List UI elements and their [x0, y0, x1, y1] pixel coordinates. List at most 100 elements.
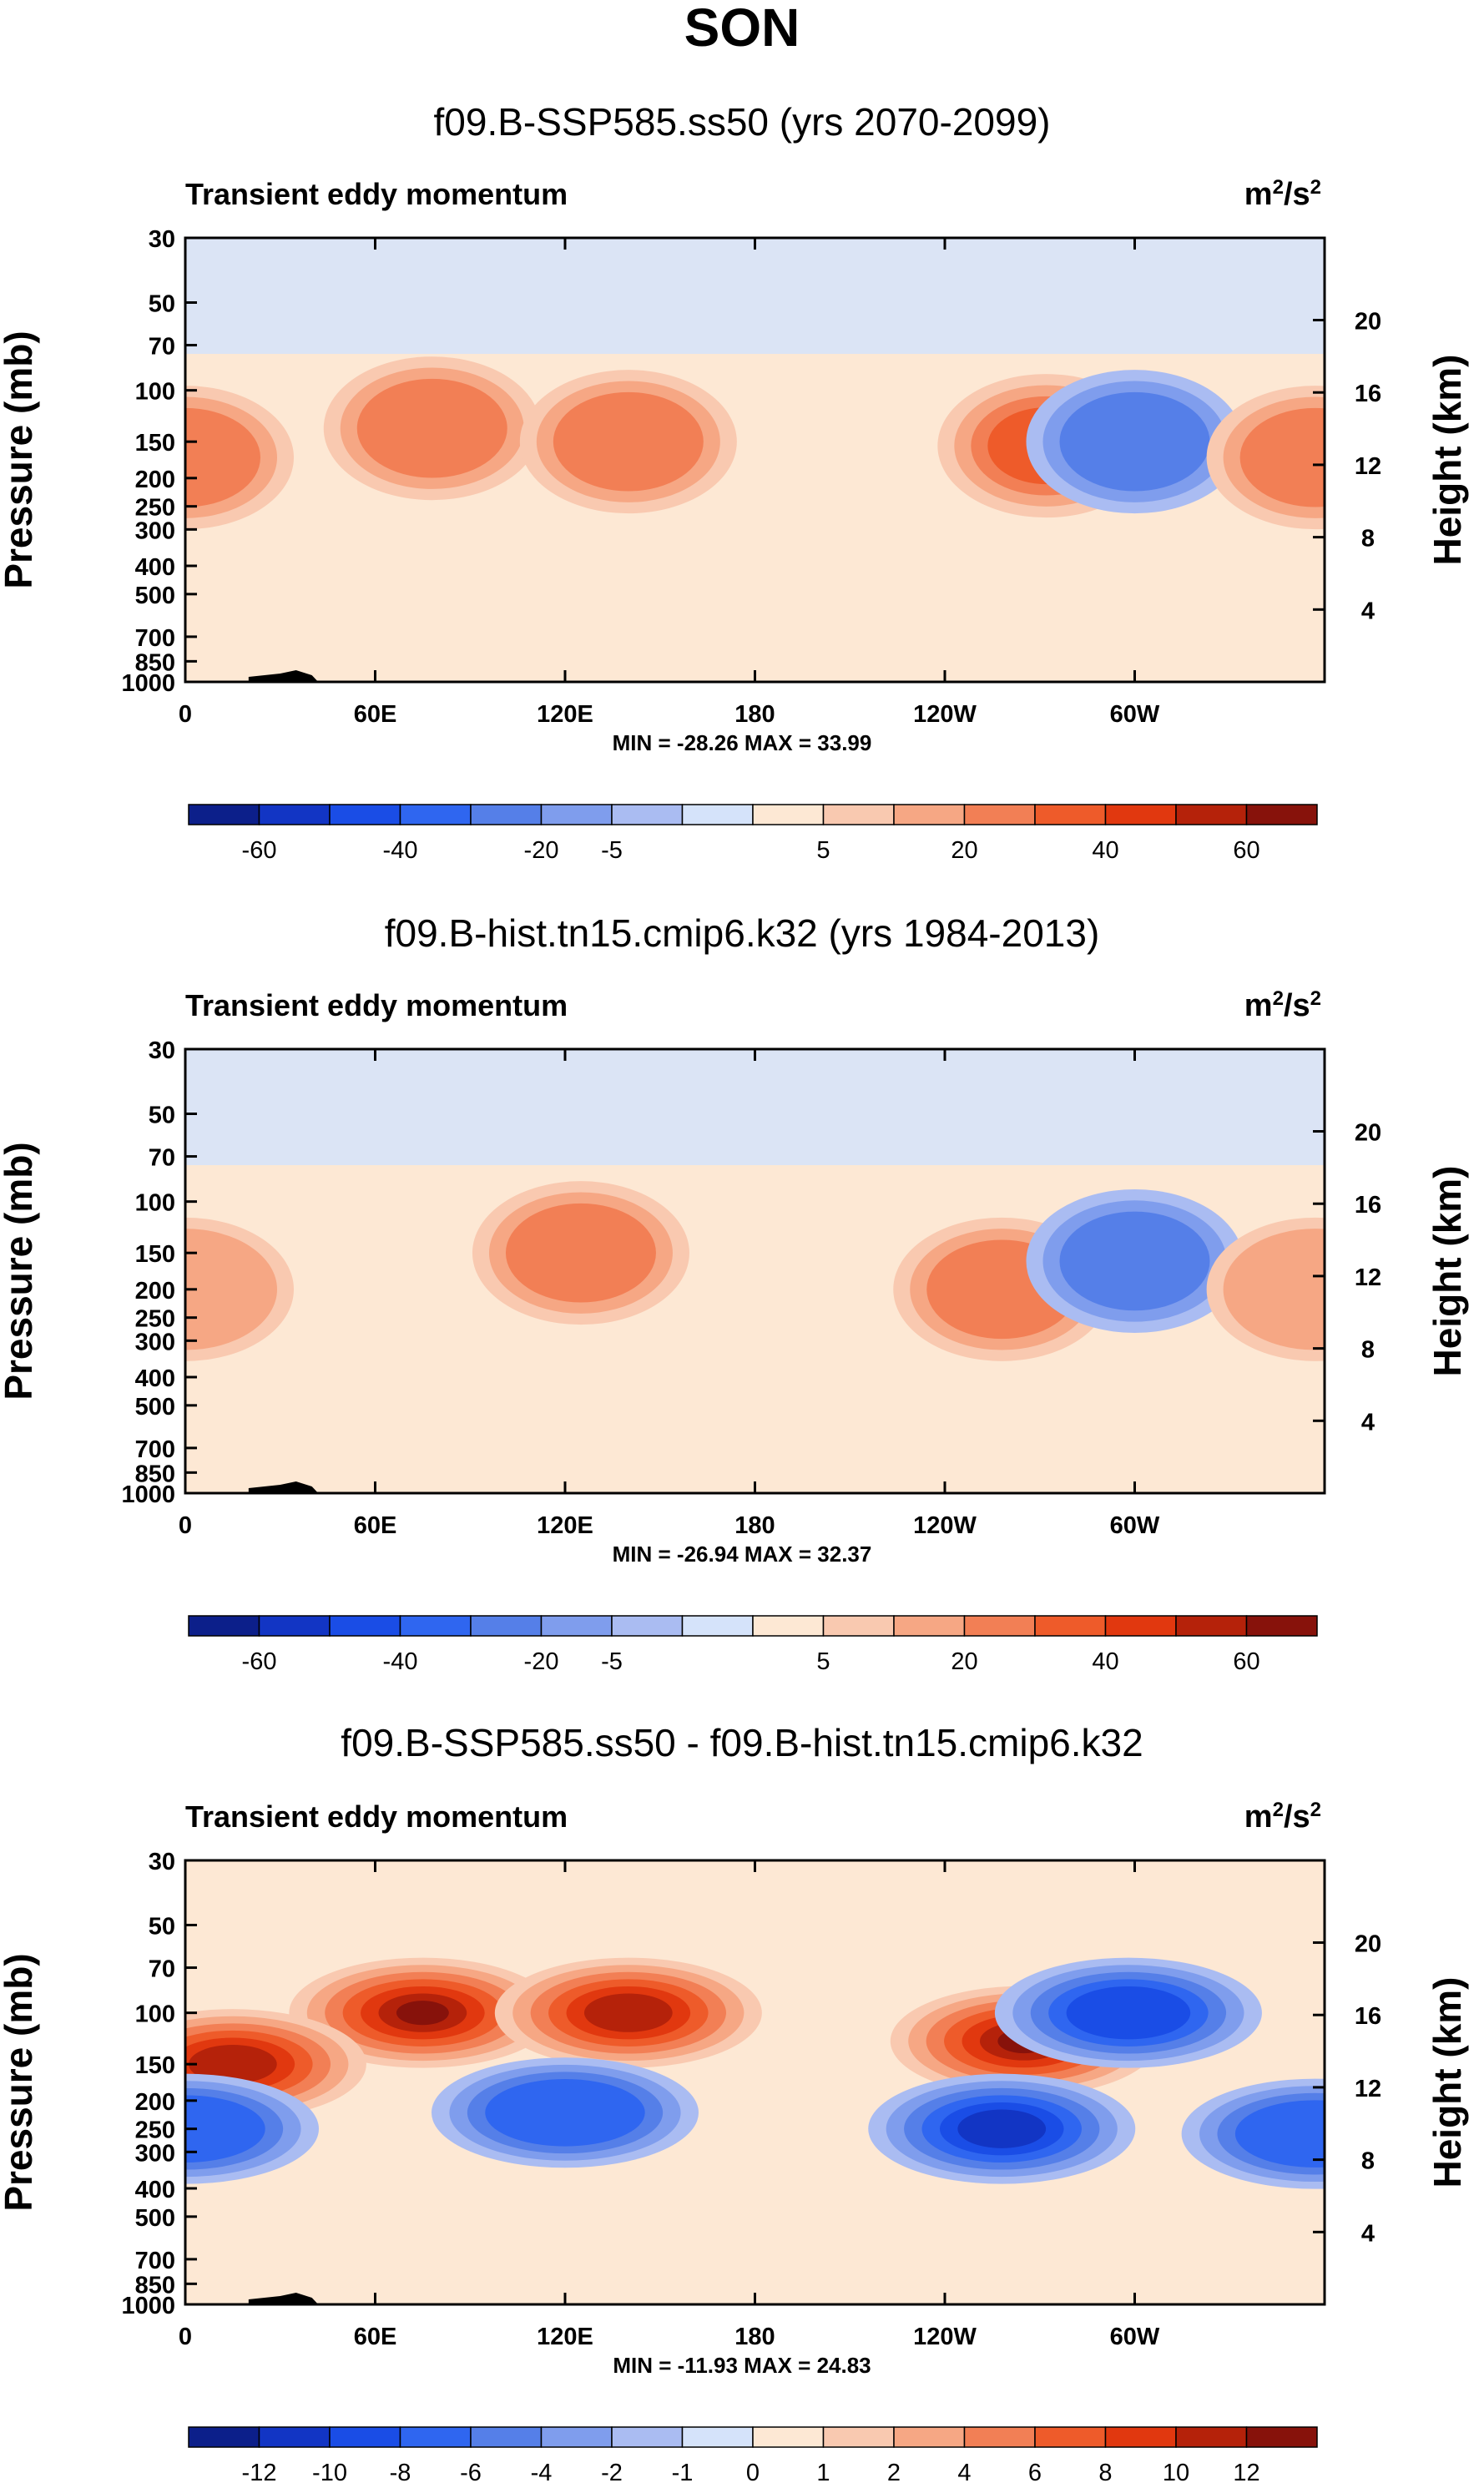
colorbar-swatch	[188, 2426, 260, 2448]
y-tick-label: 100	[135, 379, 175, 406]
min-max-stats: MIN = -28.26 MAX = 33.99	[613, 730, 872, 755]
y-tick-label: 700	[135, 625, 175, 652]
colorbar-label: -12	[242, 2460, 277, 2483]
units-part: m	[1244, 1799, 1273, 1834]
colorbar-swatch	[470, 2426, 543, 2448]
upper-level-field	[185, 1049, 1325, 1166]
colorbar-label: 60	[1233, 837, 1259, 864]
x-tick-label: 120E	[537, 701, 593, 728]
contour-level	[485, 2078, 645, 2147]
y-tick-label: 250	[135, 2117, 175, 2144]
y-tick-label: 30	[149, 1037, 175, 1064]
field-feature	[494, 1957, 762, 2068]
colorbar-swatch	[963, 1615, 1036, 1637]
variable-label: Transient eddy momentum	[185, 177, 568, 211]
colorbar-swatch	[681, 804, 754, 825]
contour-level	[185, 1229, 277, 1350]
y-right-tick-label: 4	[1361, 598, 1375, 624]
colorbar-label: 60	[1233, 1648, 1259, 1675]
field-feature	[185, 2073, 319, 2184]
y-tick-label: 400	[135, 1365, 175, 1392]
panel-title: f09.B-SSP585.ss50 - f09.B-hist.tn15.cmip…	[341, 1721, 1143, 1764]
x-tick-label: 0	[179, 2324, 192, 2350]
colorbar-swatch	[893, 2426, 966, 2448]
y-tick-label: 150	[135, 2052, 175, 2079]
y-right-tick-label: 12	[1355, 1264, 1381, 1291]
contour-level	[185, 2095, 265, 2163]
units-part: 2	[1273, 176, 1284, 199]
colorbar-swatch	[893, 804, 966, 825]
y-right-tick-label: 20	[1355, 1120, 1381, 1147]
colorbar-label: -4	[531, 2460, 553, 2483]
colorbar-swatch	[1034, 804, 1107, 825]
units-part: 2	[1273, 987, 1284, 1010]
colorbar-label: 0	[746, 2460, 760, 2483]
units-label: m2/s2	[1244, 176, 1321, 213]
units-label: m2/s2	[1244, 1799, 1321, 1835]
x-tick-label: 0	[179, 1512, 192, 1539]
y-right-axis-label: Height (km)	[1426, 1166, 1469, 1377]
colorbar-swatch	[752, 2426, 825, 2448]
colorbar-label: -40	[383, 1648, 418, 1675]
colorbar-label: 6	[1028, 2460, 1042, 2483]
colorbar-label: -60	[242, 1648, 277, 1675]
colorbar-swatch	[188, 804, 260, 825]
units-label: m2/s2	[1244, 987, 1321, 1024]
y-tick-label: 400	[135, 2177, 175, 2203]
x-tick-label: 120E	[537, 2324, 593, 2350]
contour-level	[583, 1993, 673, 2032]
x-tick-label: 60E	[354, 701, 397, 728]
units-part: /s	[1284, 988, 1310, 1023]
colorbar-label: -1	[672, 2460, 694, 2483]
colorbar-swatch	[1034, 1615, 1107, 1637]
y-tick-label: 850	[135, 649, 175, 676]
colorbar-swatch	[540, 1615, 613, 1637]
colorbar-swatch	[1245, 804, 1318, 825]
colorbar-swatch	[1104, 2426, 1177, 2448]
colorbar-label: -20	[524, 1648, 559, 1675]
field-feature	[185, 1217, 294, 1361]
y-tick-label: 500	[135, 583, 175, 609]
colorbar-swatch	[188, 1615, 260, 1637]
colorbar-swatch	[329, 1615, 401, 1637]
y-right-tick-label: 20	[1355, 1931, 1381, 1958]
x-tick-label: 60E	[354, 1512, 397, 1539]
y-tick-label: 70	[149, 1956, 175, 1983]
y-right-axis-label: Height (km)	[1426, 1977, 1469, 2188]
x-tick-label: 120W	[913, 2324, 977, 2350]
y-tick-label: 300	[135, 517, 175, 544]
y-tick-label: 300	[135, 1329, 175, 1355]
y-tick-label: 850	[135, 2272, 175, 2299]
colorbar-swatch	[1104, 804, 1177, 825]
y-axis-label: Pressure (mb)	[0, 331, 40, 588]
y-axis-label: Pressure (mb)	[0, 1953, 40, 2211]
units-part: 2	[1273, 1799, 1284, 1821]
colorbar-label: 12	[1233, 2460, 1259, 2483]
colorbar-label: 20	[951, 837, 977, 864]
units-part: 2	[1310, 987, 1321, 1010]
colorbar-swatch	[611, 804, 684, 825]
colorbar-swatch	[258, 804, 331, 825]
contour-level	[1059, 391, 1210, 492]
y-right-axis-label: Height (km)	[1426, 355, 1469, 566]
colorbar-label: 8	[1098, 2460, 1112, 2483]
field-feature	[1206, 386, 1325, 530]
y-tick-label: 500	[135, 1394, 175, 1421]
field-feature	[519, 370, 737, 514]
contour-level	[1234, 2100, 1325, 2168]
colorbar-swatch	[1034, 2426, 1107, 2448]
y-tick-label: 150	[135, 1241, 175, 1268]
min-max-stats: MIN = -11.93 MAX = 24.83	[613, 2353, 871, 2378]
y-right-tick-label: 8	[1361, 1337, 1375, 1364]
panel-2: f09.B-hist.tn15.cmip6.k32 (yrs 1984-2013…	[0, 911, 1469, 1675]
colorbar-label: 20	[951, 1648, 977, 1675]
colorbar-swatch	[822, 1615, 895, 1637]
colorbar-label: -40	[383, 837, 418, 864]
colorbar-swatch	[611, 2426, 684, 2448]
colorbar-swatch	[1245, 1615, 1318, 1637]
colorbar-label: -20	[524, 837, 559, 864]
y-tick-label: 700	[135, 2248, 175, 2274]
y-right-tick-label: 12	[1355, 2076, 1381, 2102]
colorbar-label: 2	[887, 2460, 901, 2483]
